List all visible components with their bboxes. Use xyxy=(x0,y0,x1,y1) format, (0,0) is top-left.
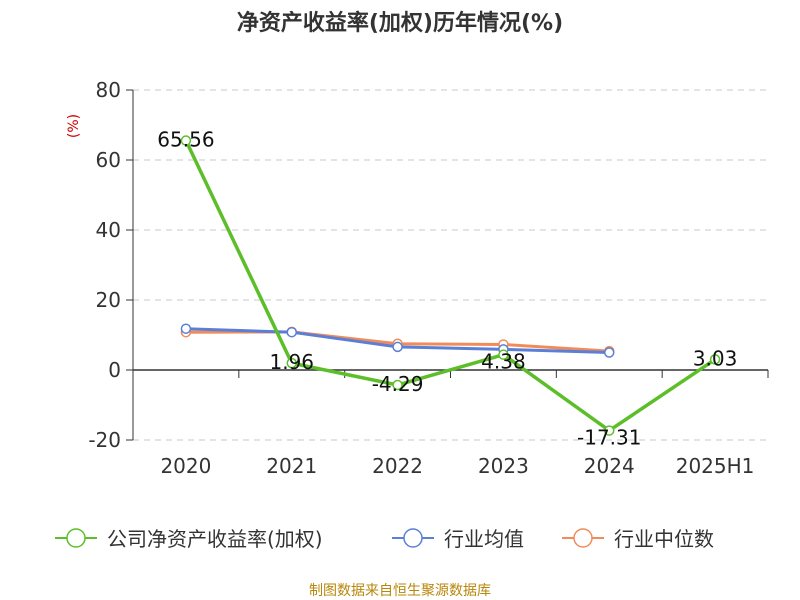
data-label: -4.29 xyxy=(372,372,424,396)
axes: 80 60 40 20 0 -20 2020 2021 2022 2023 2024 2025H1 xyxy=(88,78,769,478)
legend-label: 公司净资产收益率(加权) xyxy=(107,527,323,551)
data-labels: 65.56 1.96 -4.29 4.38 -17.31 3.03 xyxy=(157,128,737,450)
y-axis-unit: (%) xyxy=(66,114,82,138)
y-tick-label: 40 xyxy=(96,218,121,242)
data-label: -17.31 xyxy=(577,426,641,450)
series-line xyxy=(184,139,717,433)
x-tick-label: 2024 xyxy=(584,454,635,478)
y-tick-label: 80 xyxy=(96,78,121,102)
legend-swatch-marker xyxy=(573,528,593,548)
source-note: 制图数据来自恒生聚源数据库 xyxy=(309,583,491,599)
x-tick-label: 2025H1 xyxy=(676,454,755,478)
data-label: 1.96 xyxy=(269,350,314,374)
x-tick-label: 2020 xyxy=(160,454,211,478)
grid-lines xyxy=(133,89,768,441)
x-tick-label: 2022 xyxy=(372,454,423,478)
data-point xyxy=(286,357,297,369)
series-lines xyxy=(180,135,721,436)
data-point xyxy=(604,425,615,436)
data-point xyxy=(392,379,403,391)
legend: 公司净资产收益率(加权) 行业均值 行业中位数 xyxy=(55,527,714,551)
data-label: 65.56 xyxy=(157,128,214,152)
data-label: 4.38 xyxy=(481,350,526,374)
legend-label: 行业均值 xyxy=(444,527,524,551)
legend-swatch-marker xyxy=(66,528,86,548)
legend-swatch-marker xyxy=(403,528,423,548)
y-tick-label: 0 xyxy=(108,358,121,382)
x-tick-label: 2021 xyxy=(266,454,317,478)
legend-label: 行业中位数 xyxy=(614,527,714,551)
data-label: 3.03 xyxy=(693,346,738,370)
data-point xyxy=(498,349,509,360)
data-point xyxy=(180,135,192,146)
data-point xyxy=(180,323,192,334)
y-tick-label: 60 xyxy=(96,148,121,172)
y-tick-label: -20 xyxy=(88,428,121,452)
x-tick-label: 2023 xyxy=(478,454,529,478)
data-point xyxy=(709,354,721,365)
y-tick-label: 20 xyxy=(96,288,121,312)
data-point xyxy=(604,347,615,358)
data-point xyxy=(286,326,297,338)
chart-title: 净资产收益率(加权)历年情况(%) xyxy=(237,10,563,36)
data-point xyxy=(392,341,403,353)
